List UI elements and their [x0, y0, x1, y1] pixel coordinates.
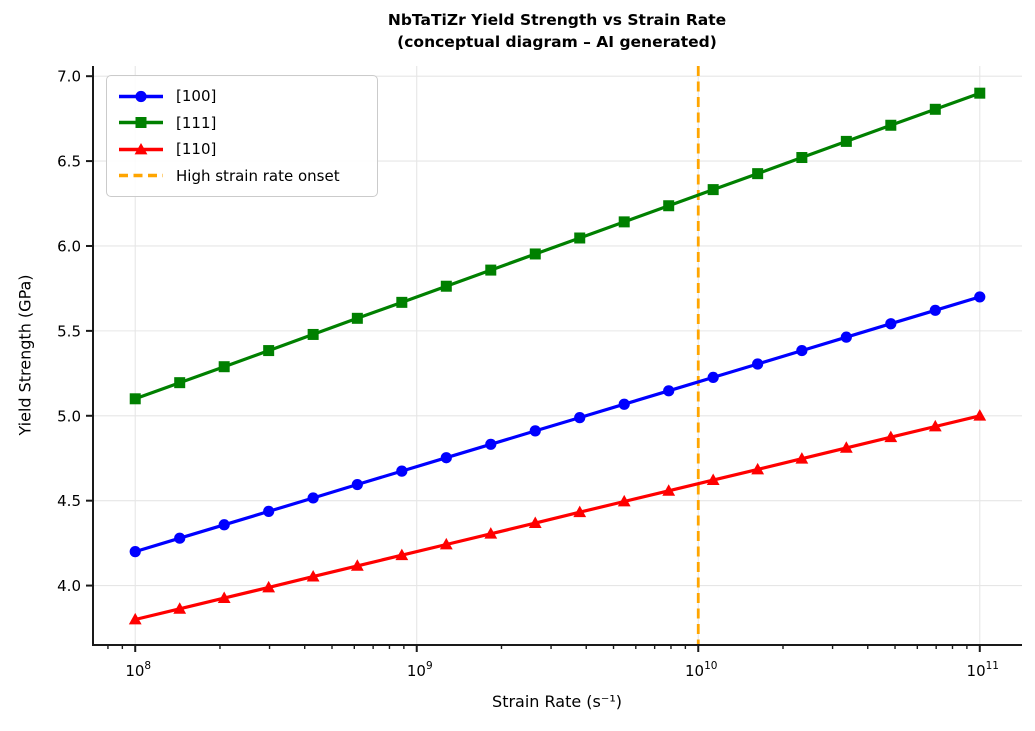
chart-title-block: NbTaTiZr Yield Strength vs Strain Rate (…: [388, 9, 726, 53]
marker-100: [351, 478, 363, 491]
x-tick-label: 109: [407, 660, 433, 680]
y-tick-label: 7.0: [57, 68, 81, 86]
marker-110: [795, 452, 809, 464]
marker-110: [484, 527, 498, 539]
marker-111: [307, 328, 319, 340]
series-line-110: [134, 414, 981, 622]
marker-100: [307, 492, 319, 504]
marker-111: [840, 135, 852, 147]
marker-110: [662, 484, 676, 496]
legend-square-swatch: [119, 117, 163, 129]
y-tick-label: 5.5: [57, 322, 81, 340]
marker-110: [262, 580, 276, 593]
x-axis-label: Strain Rate (s⁻¹): [492, 692, 622, 711]
legend-label: [100]: [176, 87, 217, 106]
marker-110: [395, 548, 409, 561]
y-tick-label: 5.0: [57, 407, 81, 425]
axes-spines: [92, 66, 1022, 646]
marker-111: [129, 393, 141, 405]
marker-111: [218, 361, 230, 373]
marker-100: [974, 291, 986, 303]
marker-110: [973, 409, 987, 421]
y-tick-label: 6.0: [57, 237, 81, 255]
marker-110: [617, 494, 631, 507]
marker-100: [752, 358, 764, 370]
marker-100: [618, 398, 630, 410]
legend-item-111: [111]: [117, 114, 367, 132]
marker-110: [884, 430, 898, 443]
chart-subtitle: (conceptual diagram – AI generated): [397, 33, 717, 51]
marker-100: [929, 304, 941, 316]
y-tick-label: 4.0: [57, 577, 81, 595]
y-axis-label: Yield Strength (GPa): [15, 274, 35, 436]
legend-sample-marker: [135, 117, 147, 129]
marker-111: [707, 184, 719, 196]
marker-110: [306, 569, 320, 582]
legend-triangle-up-swatch: [119, 142, 163, 155]
x-tick-label: 1010: [685, 660, 717, 680]
marker-110: [439, 537, 453, 550]
chart-title: NbTaTiZr Yield Strength vs Strain Rate: [387, 11, 727, 29]
marker-110: [839, 441, 853, 453]
marker-110: [173, 602, 187, 614]
legend: [100] [111] [110] High strain rate onset: [106, 75, 378, 197]
marker-110: [928, 419, 942, 432]
marker-100: [885, 318, 897, 330]
marker-100: [218, 519, 230, 531]
marker-100: [796, 344, 808, 357]
legend-sample-marker: [135, 90, 147, 102]
marker-111: [174, 377, 186, 389]
legend-label: [111]: [176, 113, 217, 132]
x-tick-label: 1011: [967, 660, 999, 680]
marker-111: [396, 296, 408, 308]
marker-100: [440, 452, 452, 464]
marker-111: [618, 216, 630, 228]
marker-110: [573, 505, 587, 518]
legend-item-110: [110]: [117, 140, 367, 158]
legend-item-100: [100]: [117, 87, 367, 105]
legend-label: High strain rate onset: [176, 166, 340, 185]
legend-circle-swatch: [119, 90, 163, 102]
marker-100: [529, 425, 541, 437]
marker-111: [796, 152, 808, 164]
legend-dashed-line-swatch: [119, 173, 163, 178]
marker-111: [752, 168, 764, 180]
marker-100: [396, 465, 408, 477]
marker-110: [528, 516, 542, 528]
marker-110: [128, 612, 142, 625]
marker-111: [574, 232, 586, 244]
marker-110: [706, 473, 720, 486]
marker-111: [485, 264, 497, 276]
marker-100: [485, 438, 497, 450]
marker-111: [529, 248, 541, 260]
marker-111: [263, 345, 275, 357]
y-tick-label: 4.5: [57, 492, 81, 510]
marker-100: [663, 385, 675, 397]
legend-item-high-strain-rate-onset: High strain rate onset: [117, 167, 367, 185]
legend-sample-marker: [134, 142, 148, 155]
x-tick-label: 108: [125, 660, 151, 680]
series-line-100: [134, 295, 981, 554]
marker-100: [174, 532, 186, 544]
marker-100: [129, 546, 141, 558]
marker-110: [751, 462, 765, 475]
y-tick-label: 6.5: [57, 153, 81, 171]
legend-label: [110]: [176, 140, 217, 159]
marker-110: [350, 559, 364, 571]
marker-111: [929, 103, 941, 115]
marker-111: [440, 280, 452, 292]
marker-110: [217, 591, 231, 604]
marker-111: [663, 200, 675, 212]
marker-111: [885, 119, 897, 131]
marker-100: [707, 371, 719, 384]
series-line-111: [134, 91, 981, 401]
marker-100: [840, 331, 852, 343]
marker-100: [263, 505, 275, 517]
marker-100: [574, 412, 586, 424]
marker-111: [351, 312, 363, 324]
marker-111: [974, 87, 986, 99]
